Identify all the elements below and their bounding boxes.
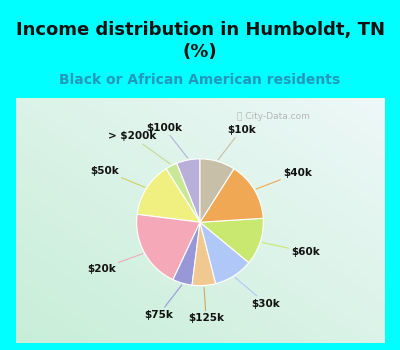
Text: Black or African American residents: Black or African American residents	[60, 73, 340, 87]
Wedge shape	[173, 222, 200, 285]
Text: $50k: $50k	[90, 166, 145, 187]
Text: $30k: $30k	[235, 277, 280, 309]
Wedge shape	[200, 169, 263, 222]
Wedge shape	[137, 169, 200, 222]
Text: ⓘ City-Data.com: ⓘ City-Data.com	[237, 112, 310, 121]
Text: $10k: $10k	[218, 125, 256, 160]
Wedge shape	[177, 159, 200, 222]
Wedge shape	[200, 159, 234, 222]
Text: $75k: $75k	[144, 285, 182, 320]
Text: Income distribution in Humboldt, TN
(%): Income distribution in Humboldt, TN (%)	[16, 21, 384, 61]
Text: $40k: $40k	[256, 168, 312, 189]
Text: $125k: $125k	[188, 287, 224, 323]
Text: > $200k: > $200k	[108, 131, 170, 164]
Text: $100k: $100k	[146, 122, 188, 158]
Text: $20k: $20k	[87, 254, 143, 274]
Wedge shape	[200, 222, 249, 284]
Wedge shape	[200, 218, 263, 262]
Wedge shape	[192, 222, 216, 286]
Text: $60k: $60k	[262, 243, 320, 257]
Wedge shape	[137, 214, 200, 280]
Wedge shape	[166, 163, 200, 222]
